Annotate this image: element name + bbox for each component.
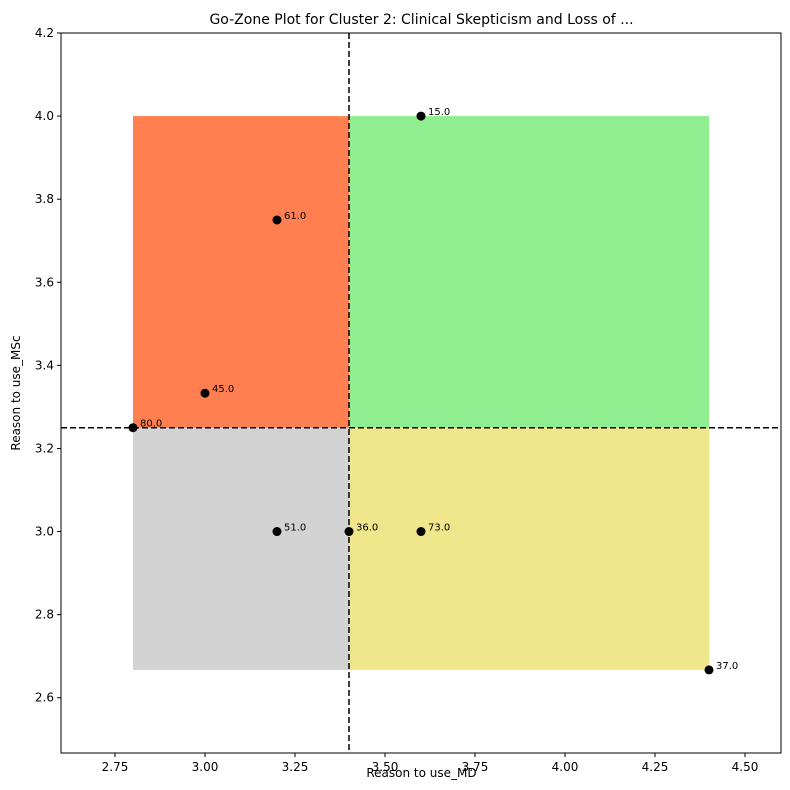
mean-lines-layer <box>61 33 781 753</box>
y-tick-label: 4.0 <box>35 109 54 123</box>
data-point-label: 51.0 <box>284 523 306 534</box>
chart-title: Go-Zone Plot for Cluster 2: Clinical Ske… <box>209 12 633 28</box>
quadrant-bottom-left <box>133 427 349 670</box>
y-tick-label: 3.6 <box>35 275 54 289</box>
data-point <box>272 215 282 225</box>
quadrant-top-right <box>349 116 709 428</box>
data-point-label: 80.0 <box>140 419 162 430</box>
data-point-label: 15.0 <box>428 107 450 118</box>
x-tick-label: 4.50 <box>732 760 759 774</box>
x-tick-label: 3.00 <box>192 760 219 774</box>
data-point <box>200 388 210 398</box>
data-point <box>272 527 282 537</box>
data-point-label: 37.0 <box>716 661 738 672</box>
y-tick-label: 3.8 <box>35 192 54 206</box>
y-tick-label: 2.6 <box>35 691 54 705</box>
points-layer: 15.0 61.0 45.0 80.0 51.0 36.0 73.0 37.0 <box>128 107 738 675</box>
data-point <box>416 111 426 121</box>
x-tick-label: 2.75 <box>102 760 129 774</box>
quadrant-bottom-right <box>349 427 709 670</box>
data-point-label: 61.0 <box>284 211 306 222</box>
data-point <box>704 665 714 675</box>
data-point-label: 73.0 <box>428 523 450 534</box>
x-tick-label: 3.75 <box>462 760 489 774</box>
data-point <box>128 423 138 433</box>
data-point-label: 36.0 <box>356 523 378 534</box>
quadrant-layer <box>133 116 709 670</box>
y-tick-label: 3.2 <box>35 441 54 455</box>
x-tick-label: 3.25 <box>282 760 309 774</box>
y-tick-label: 3.0 <box>35 525 54 539</box>
x-axis-label: Reason to use_MD <box>366 766 476 780</box>
x-tick-label: 4.00 <box>552 760 579 774</box>
data-point <box>344 527 354 537</box>
data-point <box>416 527 426 537</box>
y-tick-label: 2.8 <box>35 608 54 622</box>
y-tick-label: 4.2 <box>35 26 54 40</box>
plot-frame <box>60 32 782 754</box>
x-tick-label: 3.50 <box>372 760 399 774</box>
quadrant-top-left <box>133 116 349 428</box>
y-tick-label: 3.4 <box>35 358 54 372</box>
x-tick-label: 4.25 <box>642 760 669 774</box>
axes-layer: 2.75 3.00 3.25 3.50 3.75 4.00 4.25 4.50 2.6 2.8 3.… <box>35 26 782 774</box>
data-point-label: 45.0 <box>212 384 234 395</box>
y-axis-label: Reason to use_MSc <box>9 335 23 450</box>
